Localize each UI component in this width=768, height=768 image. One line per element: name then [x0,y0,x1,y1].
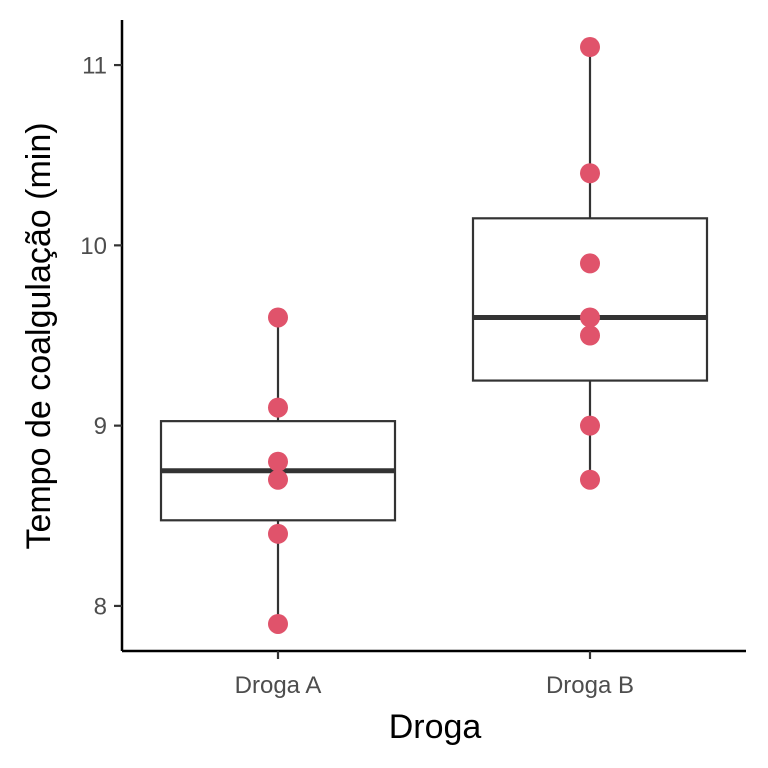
data-point [580,253,600,274]
data-point [268,451,288,472]
data-point [268,523,288,544]
axes-layer: 8 9 10 11 Droga A Droga B [80,20,746,699]
data-point [268,307,288,328]
x-tick-label: Droga A [235,672,322,699]
points-layer [268,37,600,634]
data-point [580,307,600,328]
x-axis-title: Droga [389,708,482,746]
y-tick-label: 8 [94,593,107,620]
data-point [268,397,288,418]
data-point [580,325,600,346]
y-tick-label: 10 [80,233,107,260]
data-point [580,415,600,436]
data-point [580,469,600,490]
data-point [580,37,600,58]
y-tick-label: 11 [82,53,107,80]
data-point [580,163,600,184]
y-axis-title: Tempo de coalgulação (min) [20,122,58,549]
data-point [268,469,288,490]
x-tick-label: Droga B [546,672,634,699]
data-point [268,613,288,634]
box-iqr [471,217,709,382]
y-tick-label: 9 [94,413,107,440]
boxes-layer [159,47,709,624]
